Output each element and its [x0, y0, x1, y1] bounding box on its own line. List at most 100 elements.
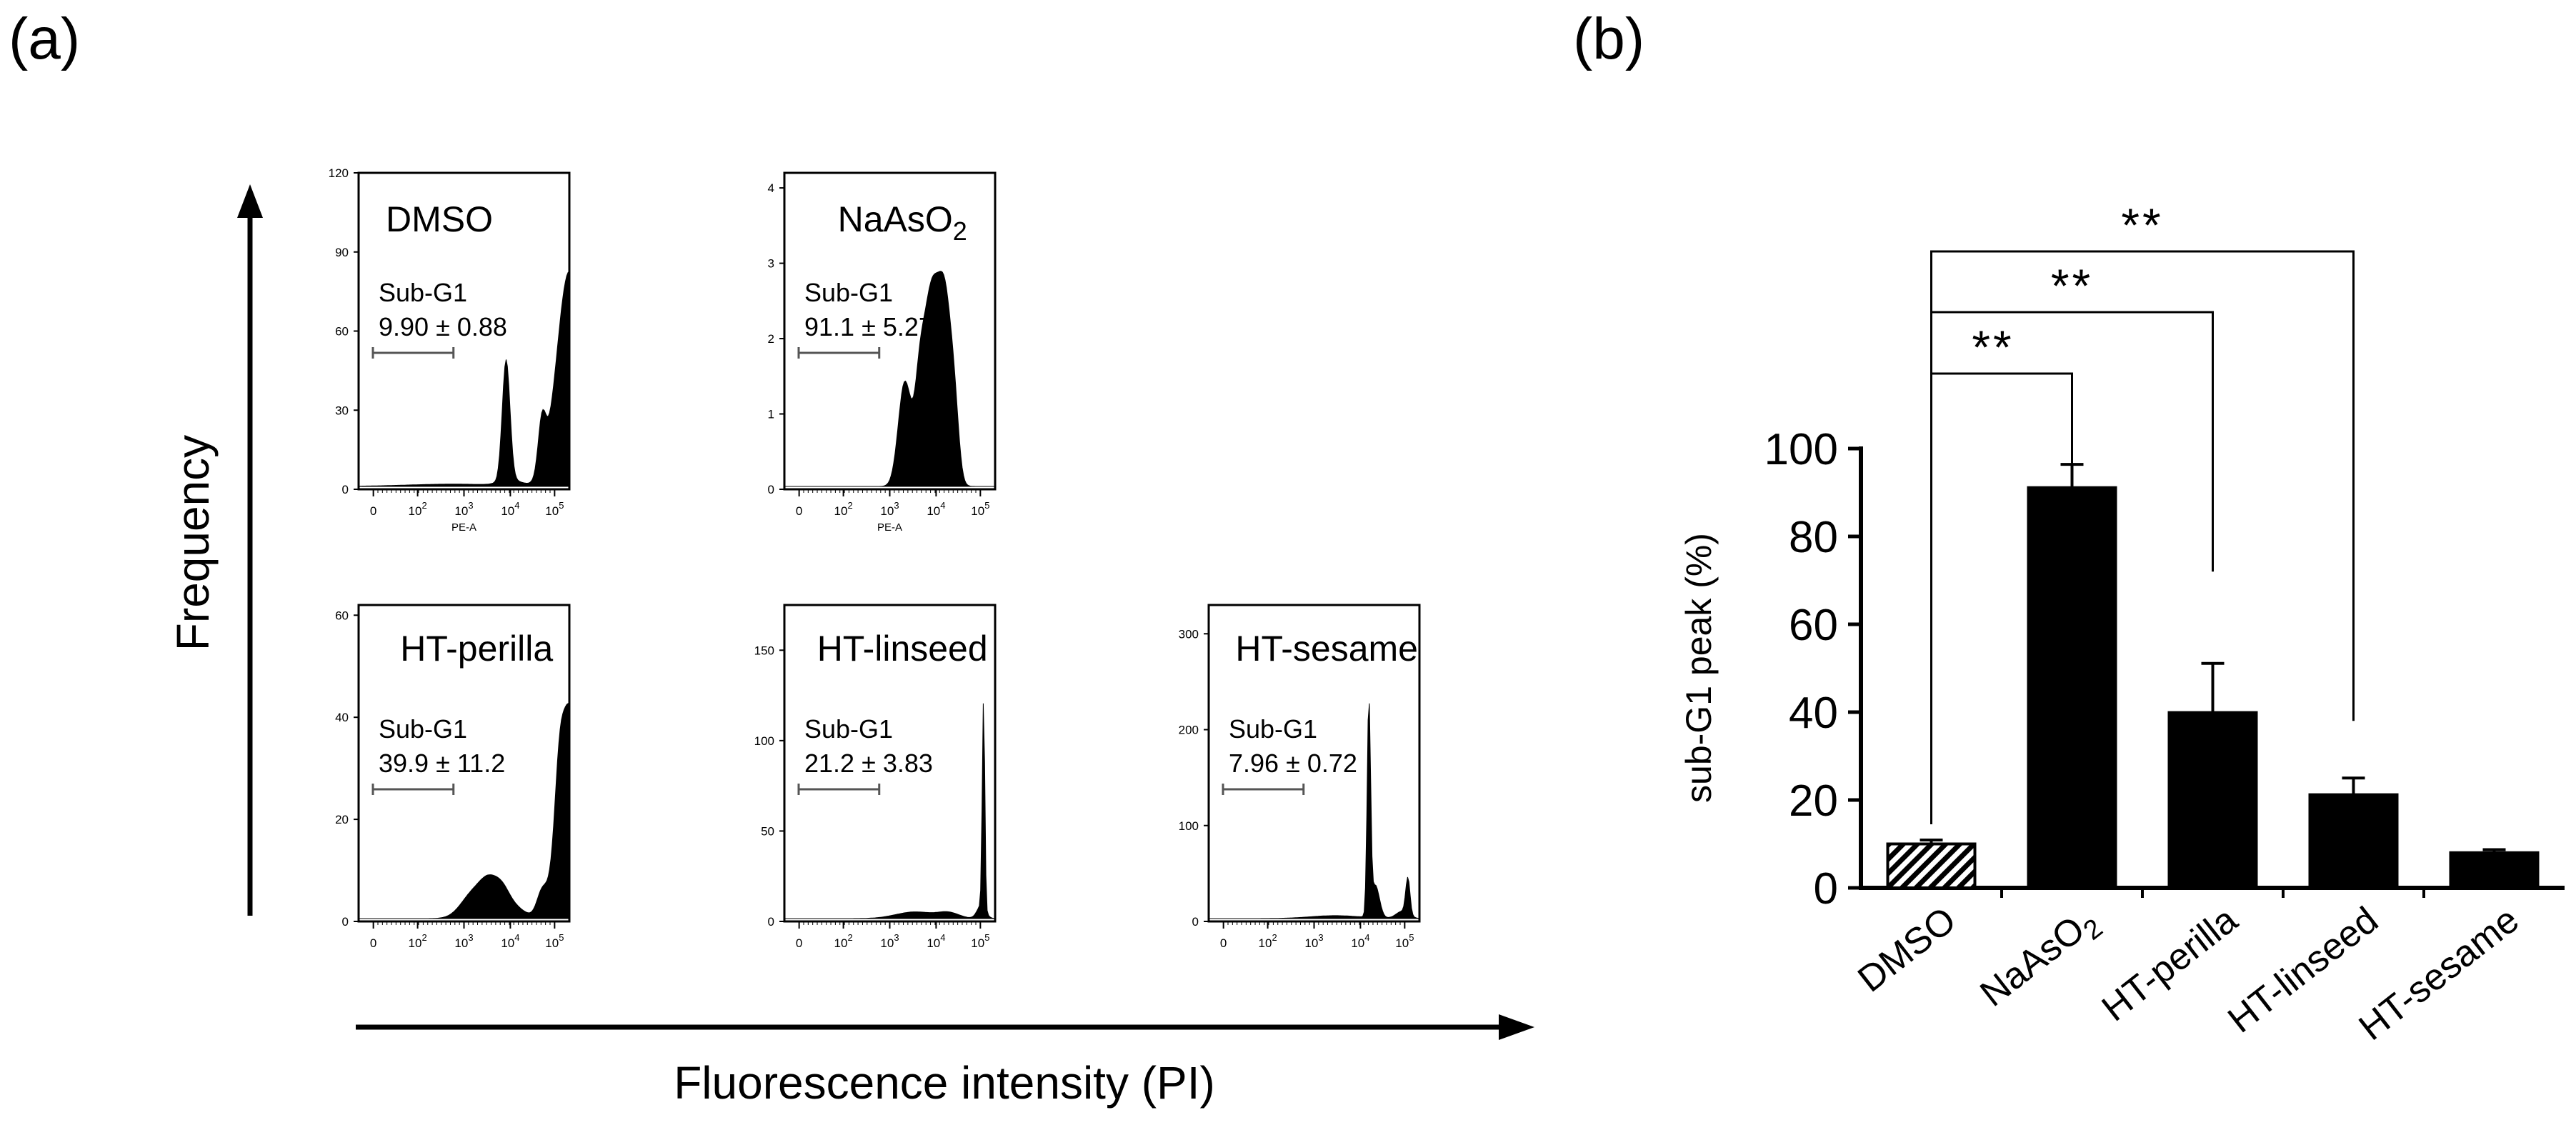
histogram-x-tick-label: 102 [1259, 932, 1277, 950]
histogram-ht-sesame: 0 100 200 300 0 102 103 104 105 HT-sesame Sub-G1 7.… [1179, 604, 1421, 950]
bar-category-label: DMSO [1850, 899, 1964, 1001]
histogram-y-tick-label: 100 [754, 734, 774, 748]
histogram-y-tick-label: 40 [335, 711, 349, 724]
histogram-x-tick-label: 102 [409, 932, 427, 950]
histogram-y-tick-label: 60 [335, 609, 349, 622]
gate-value: 39.9 ± 11.2 [379, 749, 505, 778]
histogram-curve [784, 703, 996, 919]
histogram-x-tick-label: 105 [545, 500, 564, 518]
histogram-sample-name: HT-sesame [1235, 629, 1418, 669]
histogram-ht-linseed: 0 50 100 150 0 102 103 104 105 HT-linseed Sub-G1 21… [754, 604, 997, 950]
histogram-y-tick-label: 0 [342, 915, 349, 929]
histogram-y-tick-label: 200 [1179, 724, 1199, 737]
gate-label: Sub-G1 [1229, 714, 1317, 744]
histogram-x-tick-label: 0 [1220, 936, 1227, 950]
histogram-y-tick-label: 90 [335, 246, 349, 259]
histogram-y-tick-label: 1 [768, 408, 774, 421]
bar-y-tick-label: 60 [1789, 601, 1838, 650]
histogram-sample-name: HT-perilla [400, 629, 553, 669]
panel-a-label: (a) [9, 6, 80, 71]
histogram-x-tick-label: 104 [501, 932, 519, 950]
histogram-y-tick-label: 150 [754, 644, 774, 657]
bar-y-tick-label: 40 [1789, 689, 1838, 738]
histogram-y-tick-label: 50 [761, 824, 774, 838]
histogram-y-tick-label: 0 [342, 483, 349, 496]
bar-y-tick-label: 0 [1814, 864, 1838, 914]
histogram-x-tick-label: 105 [971, 500, 989, 518]
bar-dmso [1886, 842, 1977, 889]
gate-value: 9.90 ± 0.88 [379, 312, 507, 341]
histogram-x-tick-label: 103 [880, 932, 899, 950]
histogram-channel-label: PE-A [451, 521, 476, 534]
histogram-x-tick-label: 102 [834, 932, 853, 950]
gate-label: Sub-G1 [804, 714, 893, 744]
histogram-x-tick-label: 105 [545, 932, 564, 950]
histogram-y-tick-label: 300 [1179, 627, 1199, 641]
gate-label: Sub-G1 [804, 278, 893, 307]
frequency-arrow-head [237, 184, 263, 218]
histogram-x-tick-label: 0 [796, 504, 802, 518]
histogram-x-tick-label: 103 [880, 500, 899, 518]
histogram-x-tick-label: 104 [927, 500, 945, 518]
histogram-y-tick-label: 120 [329, 166, 349, 180]
histogram-y-tick-label: 30 [335, 404, 349, 417]
histogram-curve [358, 270, 570, 487]
histogram-curve [359, 703, 570, 919]
gate-label: Sub-G1 [379, 714, 467, 744]
histogram-x-tick-label: 103 [1304, 932, 1323, 950]
histogram-x-tick-label: 0 [370, 504, 376, 518]
histogram-y-tick-label: 0 [768, 483, 774, 496]
histogram-y-tick-label: 100 [1179, 819, 1199, 833]
histogram-y-tick-label: 0 [768, 915, 774, 929]
histogram-y-tick-label: 60 [335, 325, 349, 339]
significance-stars: ** [2121, 199, 2163, 251]
histogram-x-tick-label: 102 [834, 500, 853, 518]
histogram-curve [784, 271, 995, 487]
bar-y-axis-label: sub-G1 peak (%) [1679, 533, 1719, 803]
bar-y-tick-label: 20 [1789, 776, 1838, 826]
histogram-x-tick-label: 0 [370, 936, 376, 950]
histogram-y-tick-label: 2 [768, 332, 774, 346]
histogram-x-tick-label: 104 [501, 500, 519, 518]
frequency-label: Frequency [167, 435, 219, 651]
histogram-x-tick-label: 105 [971, 932, 989, 950]
significance-bracket: ** [1930, 199, 2355, 824]
histogram-x-tick-label: 104 [1351, 932, 1369, 950]
histogram-y-tick-label: 4 [768, 181, 774, 195]
histogram-curve [1209, 703, 1420, 919]
bar-ht-perilla [2167, 711, 2258, 889]
bar-ht-linseed [2308, 793, 2399, 889]
histogram-channel-label: PE-A [877, 521, 902, 534]
intensity-label: Fluorescence intensity (PI) [674, 1057, 1215, 1109]
histogram-x-tick-label: 102 [409, 500, 427, 518]
intensity-arrow-head [1499, 1014, 1534, 1040]
histogram-sample-name: DMSO [386, 199, 493, 239]
panel-b-label: (b) [1573, 6, 1644, 71]
gate-label: Sub-G1 [379, 278, 467, 307]
histogram-x-tick-label: 104 [927, 932, 945, 950]
histogram-x-tick-label: 103 [454, 932, 473, 950]
histogram-ht-perilla: 0 20 40 60 0 102 103 104 105 HT-perilla Sub-G1 39.9… [335, 604, 571, 950]
bar-ht-sesame [2449, 851, 2540, 890]
histogram-y-tick-label: 3 [768, 257, 774, 271]
histogram-y-tick-label: 0 [1192, 915, 1199, 929]
bar-naaso2 [2027, 486, 2117, 889]
histogram-naaso: 0 1 2 3 4 0 102 103 104 105 PE-A NaAsO2 Sub-G1 91.1 ±… [768, 171, 997, 534]
significance-stars: ** [2051, 259, 2093, 312]
bar-y-tick-label: 100 [1764, 425, 1838, 474]
gate-value: 7.96 ± 0.72 [1229, 749, 1357, 778]
significance-stars: ** [1972, 321, 2014, 374]
gate-value: 91.1 ± 5.27 [804, 312, 933, 341]
significance-line [1930, 250, 2355, 824]
flow-axes: Frequency Fluorescence intensity (PI) [167, 184, 1534, 1109]
histogram-sample-name: NaAsO2 [838, 199, 967, 246]
histogram-x-tick-label: 103 [454, 500, 473, 518]
bar-category-label: NaAsO2 [1972, 899, 2108, 1020]
histogram-y-tick-label: 20 [335, 813, 349, 826]
histogram-dmso: 0 30 60 90 120 0 102 103 104 105 PE-A DMSO Sub-G1 9.9… [329, 166, 571, 534]
histogram-x-tick-label: 0 [796, 936, 802, 950]
bar-y-tick-label: 80 [1789, 513, 1838, 562]
